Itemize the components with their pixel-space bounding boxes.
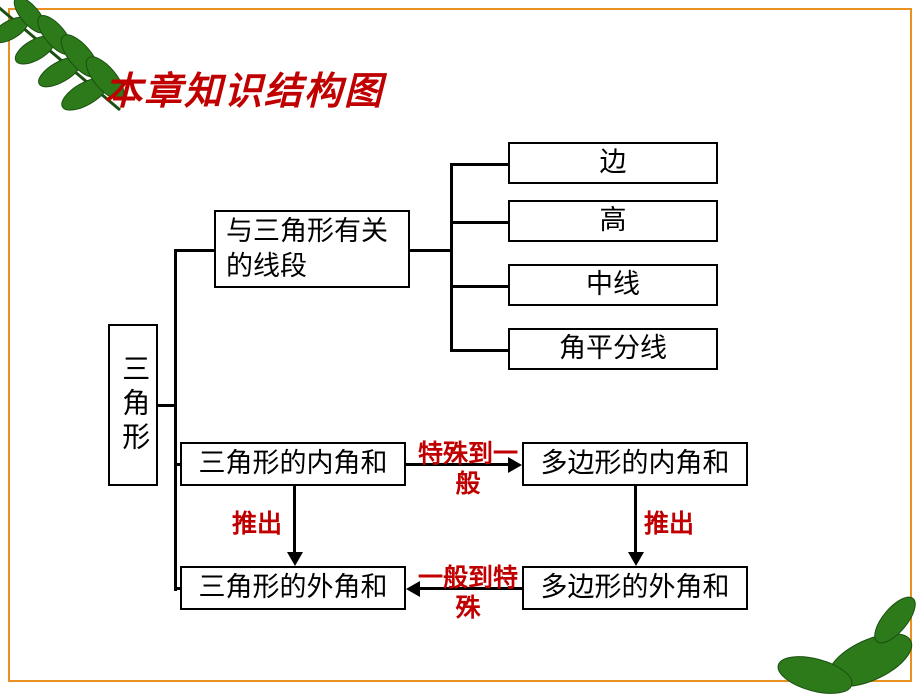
node-height: 高 <box>508 200 718 242</box>
connector <box>450 163 510 166</box>
node-triangle-exterior: 三角形的外角和 <box>180 566 406 610</box>
connector <box>174 249 177 591</box>
node-root: 三角形 <box>108 324 158 486</box>
node-triangle-interior: 三角形的内角和 <box>180 442 406 486</box>
connector <box>293 486 296 554</box>
connector <box>450 163 453 352</box>
connector <box>450 285 510 288</box>
arrow-down-icon <box>287 552 303 566</box>
leaf-bottom-right <box>760 570 920 700</box>
node-side: 边 <box>508 142 718 184</box>
label-general-to-special: 一般到特殊 <box>414 564 522 624</box>
label-derive-1: 推出 <box>232 510 282 540</box>
node-median: 中线 <box>508 264 718 306</box>
label-derive-2: 推出 <box>644 510 694 540</box>
connector <box>450 221 510 224</box>
connector <box>450 349 510 352</box>
connector <box>634 486 637 554</box>
arrow-down-icon <box>628 552 644 566</box>
node-polygon-exterior: 多边形的外角和 <box>522 566 748 610</box>
node-polygon-interior: 多边形的内角和 <box>522 442 748 486</box>
connector <box>410 249 453 252</box>
connector <box>174 249 216 252</box>
node-lines: 与三角形有关的线段 <box>214 210 410 288</box>
page-title: 本章知识结构图 <box>104 60 384 115</box>
node-bisector: 角平分线 <box>508 328 718 370</box>
connector <box>158 404 177 407</box>
label-special-to-general: 特殊到一般 <box>414 440 522 500</box>
